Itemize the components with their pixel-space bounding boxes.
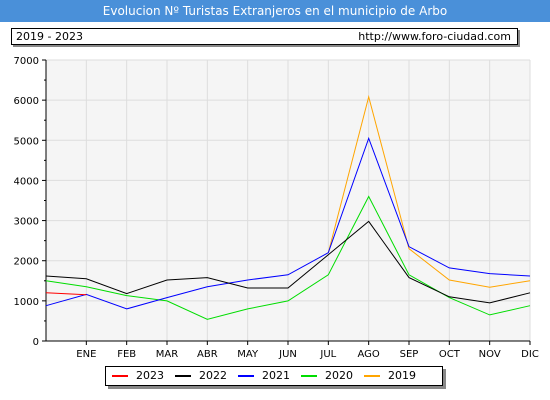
chart-title: Evolucion Nº Turistas Extranjeros en el … <box>0 0 550 22</box>
source-url: http://www.foro-ciudad.com <box>358 30 511 43</box>
x-tick-label: FEB <box>117 349 136 360</box>
legend-swatch <box>112 375 128 377</box>
series-line-2023 <box>45 292 87 296</box>
info-box: 2019 - 2023 http://www.foro-ciudad.com <box>11 28 518 45</box>
legend-swatch <box>238 375 254 377</box>
legend-label: 2021 <box>262 369 290 382</box>
x-tick-label: MAR <box>156 349 178 360</box>
y-tick-label: 7000 <box>14 56 39 67</box>
y-tick-label: 1000 <box>14 297 39 308</box>
legend-swatch <box>175 375 191 377</box>
series-line-2020 <box>45 195 531 320</box>
legend-label: 2022 <box>199 369 227 382</box>
legend-swatch <box>364 375 380 377</box>
x-tick-label: NOV <box>479 349 501 360</box>
period-label: 2019 - 2023 <box>16 30 83 43</box>
y-tick-label: 5000 <box>14 136 39 147</box>
x-tick-label: ENE <box>76 349 96 360</box>
legend: 2023 2022 2021 2020 2019 <box>105 366 443 386</box>
x-tick-label: JUL <box>319 349 336 360</box>
x-tick-label: JUN <box>278 349 297 360</box>
series-line-2022 <box>45 220 531 304</box>
y-tick-label: 6000 <box>14 96 39 107</box>
y-tick-label: 0 <box>33 337 39 348</box>
x-tick-label: DIC <box>521 349 539 360</box>
x-tick-label: OCT <box>439 349 461 360</box>
x-tick-label: ABR <box>197 349 218 360</box>
x-tick-label: AGO <box>358 349 380 360</box>
legend-label: 2020 <box>325 369 353 382</box>
legend-label: 2019 <box>388 369 416 382</box>
x-tick-label: MAY <box>237 349 259 360</box>
legend-swatch <box>301 375 317 377</box>
legend-label: 2023 <box>136 369 164 382</box>
series-line-2021 <box>45 136 531 310</box>
y-tick-label: 2000 <box>14 257 39 268</box>
y-tick-label: 3000 <box>14 217 39 228</box>
y-tick-label: 4000 <box>14 176 39 187</box>
series-line-2019 <box>327 94 531 288</box>
x-tick-label: SEP <box>400 349 419 360</box>
